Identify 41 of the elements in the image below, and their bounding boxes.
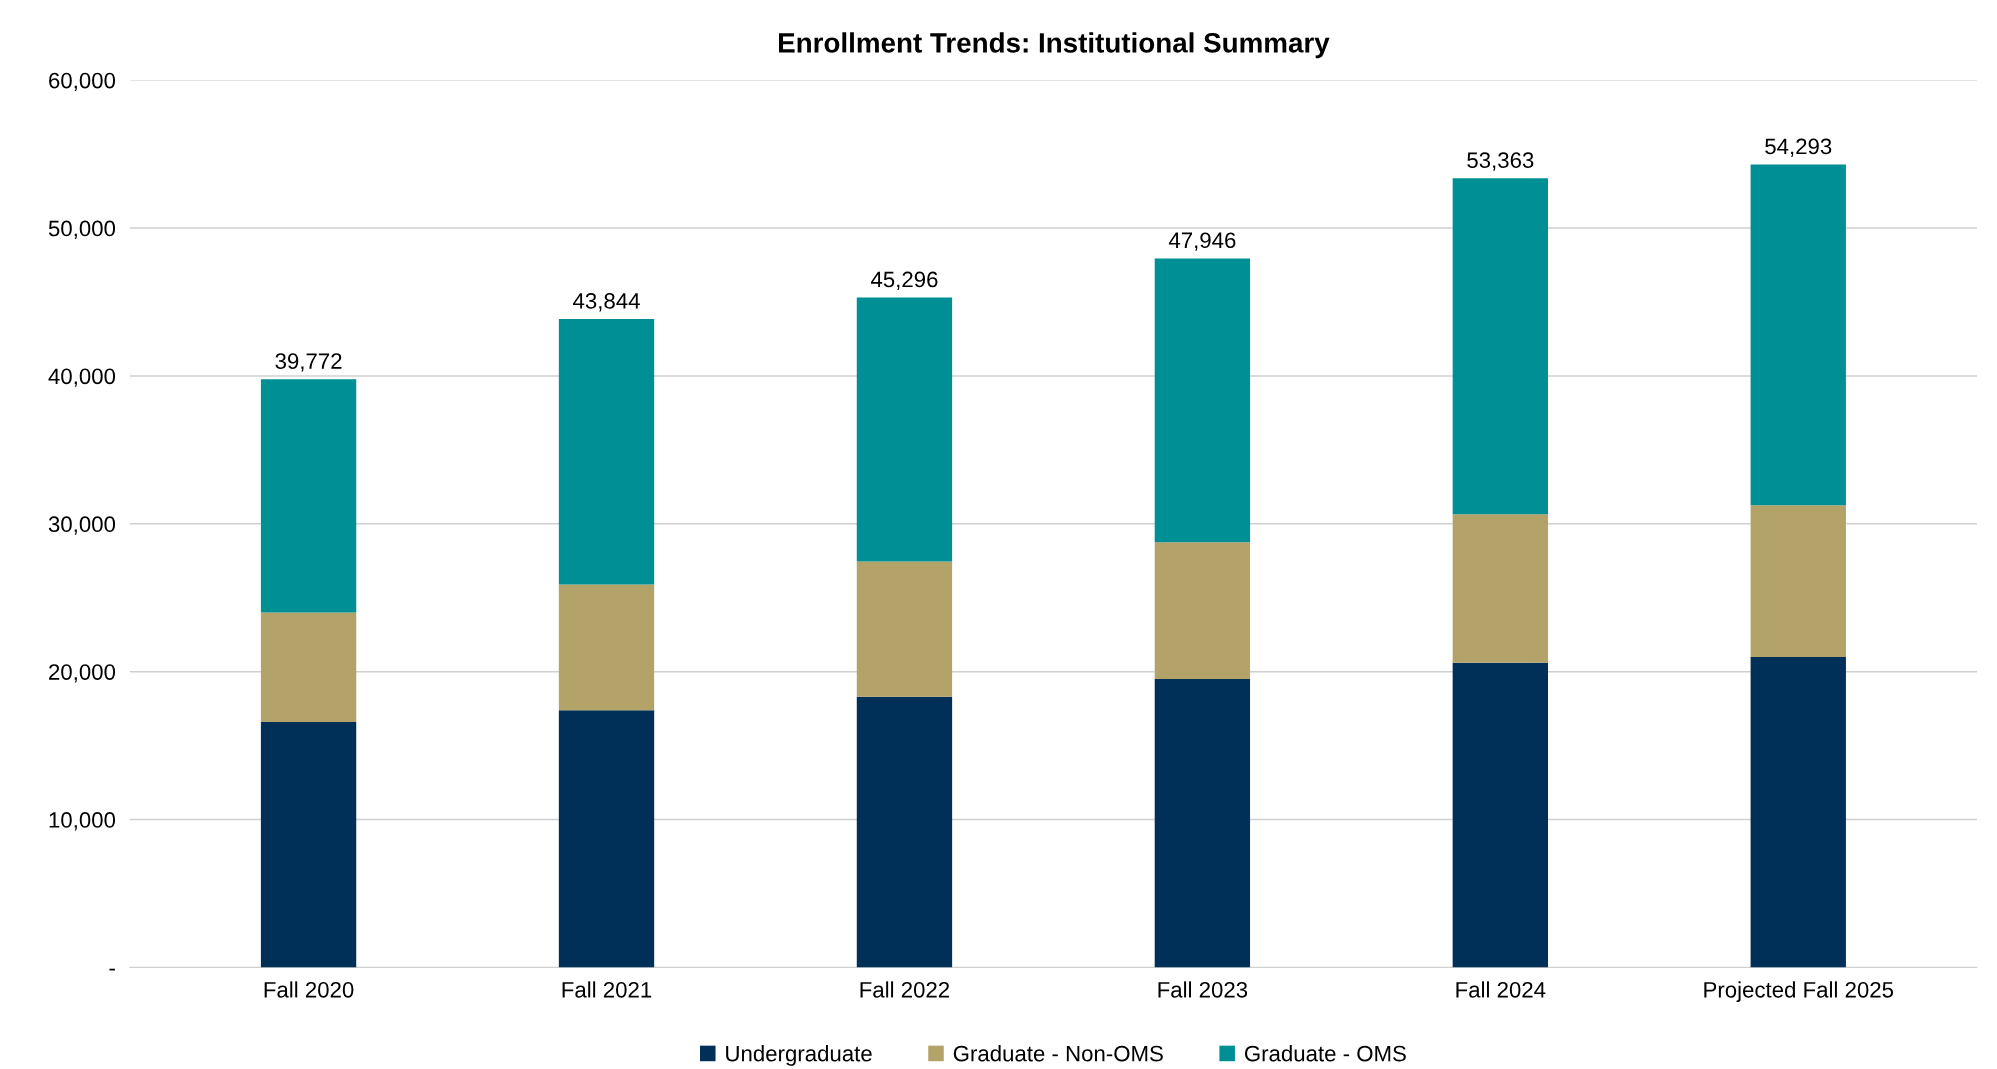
- bar: [856, 696, 953, 968]
- bar: [558, 710, 655, 968]
- y-tick-label: 30,000: [48, 516, 116, 535]
- x-tick-label: Fall 2020: [264, 981, 354, 998]
- total-label: 45,296: [870, 271, 938, 290]
- legend-label: Undergraduate: [726, 1045, 872, 1066]
- total-label: 39,772: [275, 353, 342, 372]
- bar: [260, 721, 357, 968]
- bar: [1154, 258, 1251, 543]
- y-tick-label: 60,000: [49, 72, 116, 92]
- bar: [856, 561, 953, 697]
- y-tick-label: 40,000: [48, 368, 116, 387]
- y-tick-label: -: [109, 968, 115, 971]
- y-tick-label: 20,000: [49, 664, 116, 683]
- bar: [1154, 542, 1251, 680]
- bar: [1750, 505, 1846, 657]
- x-tick-label: Projected Fall 2025: [1704, 981, 1894, 1003]
- total-label: 47,946: [1168, 232, 1236, 251]
- bar: [1452, 178, 1548, 515]
- bar: [1452, 662, 1548, 968]
- bar: [1750, 656, 1846, 968]
- x-tick-label: Fall 2022: [860, 981, 950, 998]
- y-tick-label: 50,000: [48, 220, 116, 239]
- y-tick-label: 10,000: [49, 812, 116, 831]
- legend-label: Graduate - OMS: [1244, 1045, 1406, 1062]
- x-tick-label: Fall 2023: [1158, 981, 1248, 998]
- bar: [558, 319, 655, 585]
- legend-label: Graduate - Non-OMS: [953, 1045, 1163, 1062]
- bar: [1452, 514, 1548, 663]
- total-label: 54,293: [1765, 138, 1832, 157]
- chart-title: Enrollment Trends: Institutional Summary: [779, 32, 1330, 59]
- total-label: 43,844: [573, 293, 640, 312]
- bar: [260, 379, 357, 613]
- x-tick-label: Fall 2024: [1456, 981, 1546, 998]
- bar: [1750, 164, 1846, 506]
- x-tick-label: Fall 2021: [562, 981, 652, 998]
- bar: [260, 612, 357, 722]
- bar: [856, 297, 953, 562]
- bar: [558, 584, 655, 711]
- total-label: 53,363: [1467, 152, 1534, 171]
- bar: [1154, 679, 1251, 968]
